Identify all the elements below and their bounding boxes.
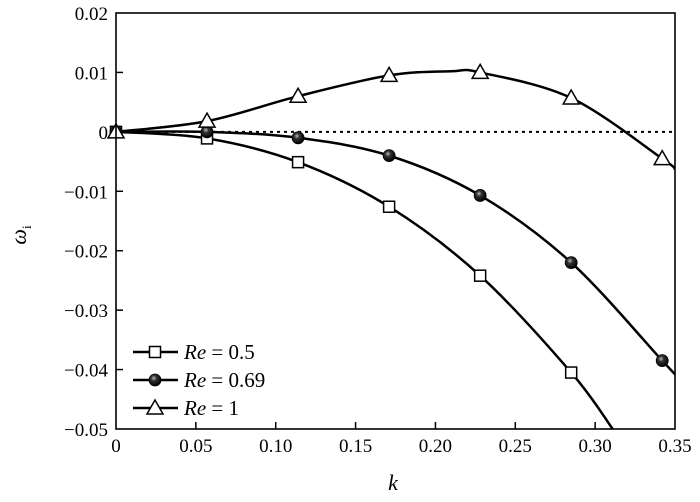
- data-point-re-0-69: [291, 131, 305, 145]
- legend-label-italic: Re: [183, 340, 206, 364]
- data-point-re-1: [379, 65, 399, 83]
- data-point-re-0-69: [473, 189, 487, 202]
- y-tick-label: −0.03: [64, 301, 108, 322]
- x-tick-label: 0.35: [658, 436, 691, 457]
- axis-ticks: 0 0.05 0.10 0.15 0.20 0.25 0.30 0.350.020.010−0…: [64, 4, 692, 457]
- plot-frame: [115, 12, 676, 430]
- y-tick-label: 0.01: [75, 63, 108, 84]
- x-tick-label: 0.10: [259, 436, 292, 457]
- y-tick-label: −0.01: [64, 182, 108, 203]
- x-tick-label: 0.20: [419, 436, 452, 457]
- data-point-re-0-5: [473, 269, 487, 282]
- legend-label-value: = 0.69: [206, 368, 265, 392]
- y-axis-label-main: ω: [6, 229, 31, 245]
- data-point-re-0-69: [564, 256, 578, 270]
- y-axis-label-sub: i: [19, 225, 34, 229]
- legend-label-re-0-5: Re = 0.5: [183, 340, 255, 364]
- y-tick-label: −0.02: [64, 242, 108, 263]
- series-markers: [106, 62, 672, 379]
- data-point-re-1: [197, 111, 217, 128]
- y-tick-label: −0.04: [64, 361, 108, 382]
- series-line-re-0-69: [116, 130, 675, 376]
- data-point-re-1: [470, 62, 490, 80]
- data-point-re-0-5: [564, 366, 578, 379]
- data-point-re-1: [561, 88, 581, 105]
- data-point-re-0-69: [655, 354, 669, 368]
- legend-label-re-1: Re = 1: [183, 396, 239, 420]
- x-tick-label: 0.25: [499, 436, 532, 457]
- x-tick-label: 0.15: [339, 436, 372, 457]
- data-point-re-0-5: [291, 155, 305, 169]
- legend-marker-re-1: [145, 398, 165, 415]
- data-point-re-1: [288, 86, 308, 103]
- y-axis-label: ωi: [6, 225, 34, 245]
- svg-text:ωi: ωi: [6, 225, 34, 245]
- legend-marker-re-0-69: [148, 373, 162, 387]
- data-point-re-1: [652, 149, 672, 166]
- legend-label-value: = 0.5: [206, 340, 255, 364]
- data-point-re-0-5: [382, 200, 396, 213]
- legend-label-italic: Re: [183, 368, 206, 392]
- x-tick-label: 0.30: [579, 436, 612, 457]
- series-line-re-1: [116, 68, 675, 171]
- y-tick-label: 0.02: [75, 4, 108, 25]
- x-tick-label: 0: [111, 436, 121, 457]
- x-tick-label: 0.05: [179, 436, 212, 457]
- legend-label-italic: Re: [183, 396, 206, 420]
- legend-label-value: = 1: [206, 396, 239, 420]
- y-tick-label: 0: [99, 123, 109, 144]
- legend-label-re-0-69: Re = 0.69: [183, 368, 265, 392]
- x-axis-label: k: [388, 470, 399, 495]
- data-point-re-0-69: [382, 149, 396, 163]
- legend-marker-re-0-5: [148, 345, 162, 359]
- y-tick-label: −0.05: [64, 420, 108, 441]
